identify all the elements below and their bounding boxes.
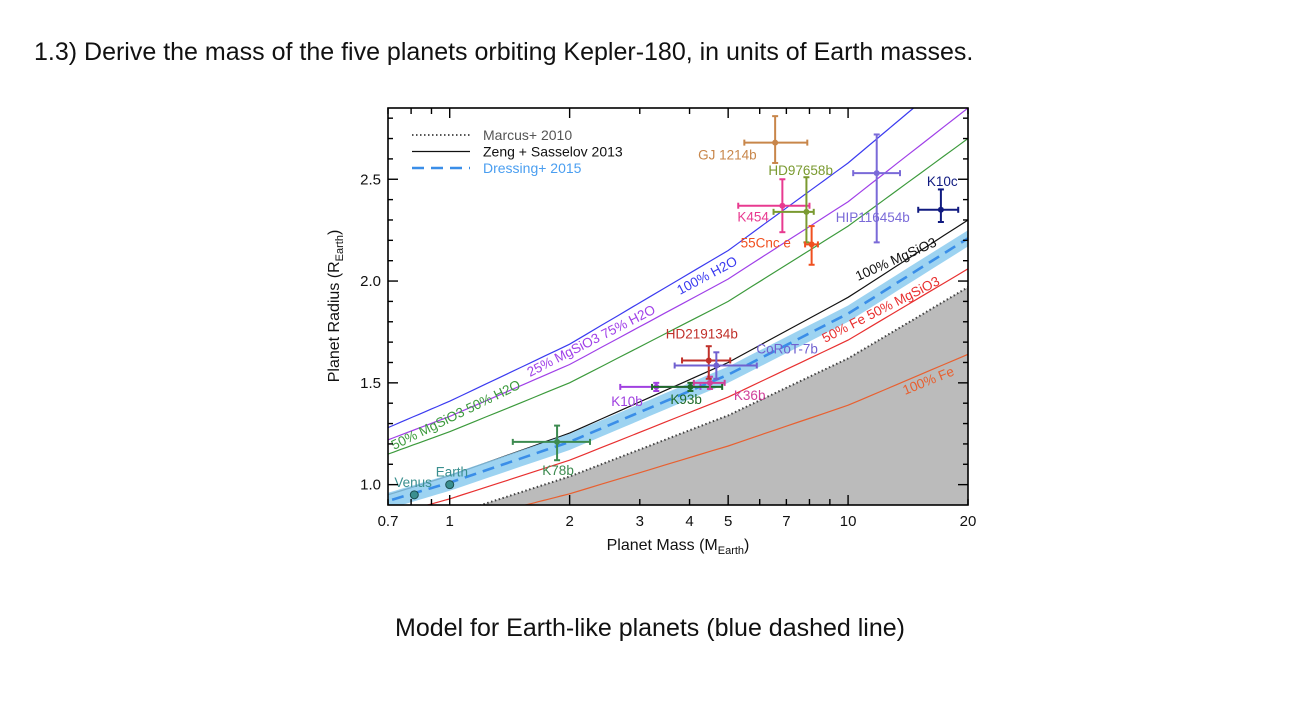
data-marker [445, 480, 455, 490]
data-point-label: HD219134b [666, 326, 738, 341]
y-tick-label: 2.0 [360, 273, 381, 290]
data-point-label: K78b [542, 463, 574, 478]
x-axis-label-close: ) [744, 537, 749, 554]
data-point-label: GJ 1214b [698, 148, 757, 163]
x-tick-label: 2 [565, 513, 573, 530]
curve-7 [523, 353, 968, 505]
x-tick-label: 3 [636, 513, 644, 530]
data-marker [713, 362, 720, 369]
data-marker [772, 139, 779, 146]
data-marker [705, 357, 712, 364]
rocky-exclusion-fill [481, 287, 968, 505]
x-tick-label: 20 [960, 513, 977, 530]
x-tick-label: 4 [685, 513, 693, 530]
data-point-55cnc-e [804, 225, 819, 266]
data-marker [779, 202, 786, 209]
data-point-gj-1214b [743, 115, 809, 164]
x-tick-label: 0.7 [378, 513, 399, 530]
data-point-hd219134b [681, 345, 732, 380]
data-marker [409, 490, 419, 500]
legend-label: Marcus+ 2010 [483, 127, 572, 143]
curve-label: 50% MgSiO3 50% H2O [389, 377, 523, 453]
data-point-label: K10c [927, 174, 958, 189]
data-point-k10c [917, 188, 960, 224]
x-axis-label: Planet Mass (MEarth) [607, 537, 750, 557]
data-point-hip116454b [852, 133, 901, 244]
data-point-label: HD97658b [768, 163, 833, 178]
y-axis-label: Planet Radius (REarth) [326, 230, 346, 383]
y-tick-label: 1.0 [360, 477, 381, 494]
y-tick-label: 2.5 [360, 171, 381, 188]
x-axis-label-sub: Earth [718, 545, 744, 557]
x-tick-label: 10 [840, 513, 857, 530]
curve-4 [388, 236, 968, 503]
data-marker [803, 208, 810, 215]
data-point-label: HIP116454b [836, 210, 910, 225]
data-point-earth [445, 480, 455, 490]
data-point-label: Earth [436, 465, 468, 480]
data-marker [808, 241, 815, 248]
curve-label: 25% MgSiO3 75% H2O [525, 302, 658, 380]
data-marker [687, 383, 694, 390]
legend-label: Dressing+ 2015 [483, 160, 582, 176]
data-point-label: K454 [737, 210, 769, 225]
data-marker [873, 170, 880, 177]
data-marker [554, 438, 561, 445]
plot-area [388, 108, 968, 505]
data-point-corot-7b [673, 351, 758, 380]
uncertainty-band [388, 230, 968, 505]
y-axis-label-sub: Earth [334, 235, 346, 261]
data-point-label: K93b [670, 392, 702, 407]
data-point-venus [409, 490, 419, 500]
x-tick-label: 1 [446, 513, 454, 530]
curve-0 [388, 108, 915, 429]
curve-5 [425, 268, 968, 505]
data-point-label: 55Cnc e [741, 235, 791, 250]
data-point-hd97658b [772, 176, 815, 244]
legend-label: Zeng + Sasselov 2013 [483, 144, 623, 160]
slide-caption: Model for Earth-like planets (blue dashe… [395, 614, 905, 642]
y-tick-label: 1.5 [360, 375, 381, 392]
data-point-label: K36b [734, 388, 766, 403]
data-point-k454 [737, 178, 811, 234]
data-marker [706, 379, 713, 386]
y-axis-label-main: Planet Radius (R [326, 261, 343, 382]
data-marker [937, 206, 944, 213]
curve-6 [478, 286, 968, 505]
data-point-k78b [511, 424, 592, 462]
y-axis-label-close: ) [326, 230, 343, 235]
data-point-label: Venus [394, 475, 432, 490]
x-axis-label-main: Planet Mass (M [607, 537, 718, 554]
x-tick-label: 5 [724, 513, 732, 530]
x-tick-label: 7 [782, 513, 790, 530]
slide-title: 1.3) Derive the mass of the five planets… [34, 38, 974, 66]
data-point-label: CoRoT-7b [756, 342, 818, 357]
data-point-label: K10b [611, 394, 643, 409]
plot-frame [387, 107, 969, 506]
